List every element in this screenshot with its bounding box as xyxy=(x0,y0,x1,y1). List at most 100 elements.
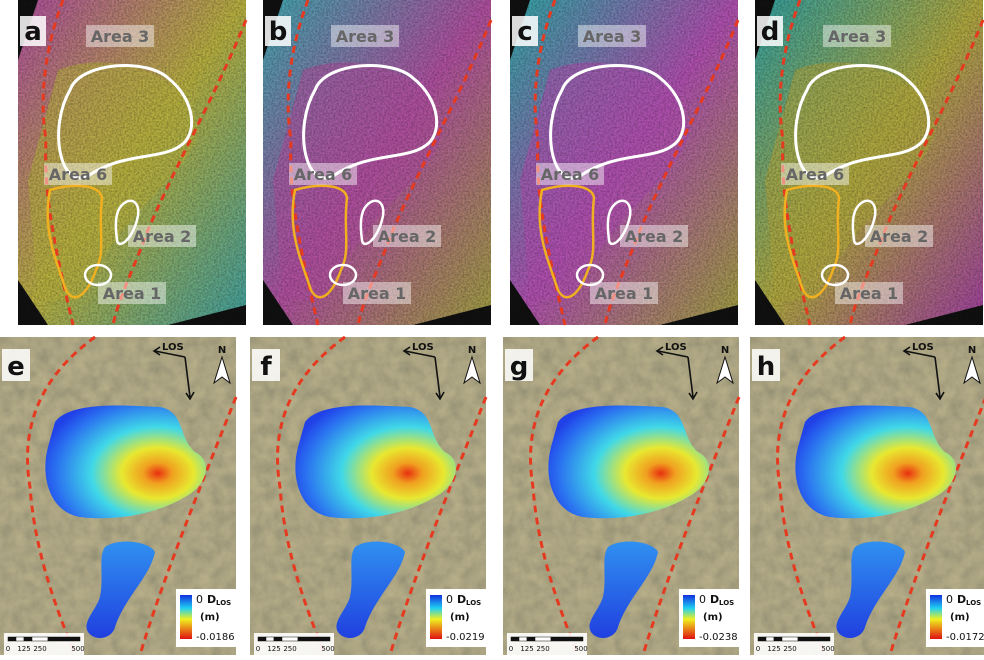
north-label: N xyxy=(968,345,976,356)
legend-max: 0 xyxy=(446,593,453,606)
legend-unit: (m) xyxy=(450,612,470,623)
scale-label: 250 xyxy=(283,645,296,653)
scale-label: 250 xyxy=(783,645,796,653)
scale-bar-segment xyxy=(519,637,527,641)
area-label: Area 3 xyxy=(828,27,887,46)
scale-bar-segment xyxy=(282,637,298,641)
figure: a Area 3 Area 6 Area 2 Area 1 b Area 3 Area 6 Ar… xyxy=(0,0,984,655)
deformation-panel: gLOSN0DLOS(m)-0.02380125250500 xyxy=(503,337,741,655)
scale-bar-segment xyxy=(16,637,24,641)
area-label: Area 1 xyxy=(348,284,407,303)
legend-max: 0 xyxy=(946,593,953,606)
color-bar xyxy=(430,595,442,639)
panel-label: e xyxy=(7,352,25,382)
panel-label: d xyxy=(761,17,780,47)
scale-label: 0 xyxy=(756,645,760,653)
scale-label: 125 xyxy=(17,645,30,653)
scale-bar-segment xyxy=(274,637,282,641)
panel-label: a xyxy=(24,17,42,47)
scale-bar-segment xyxy=(535,637,551,641)
scale-bar-segment xyxy=(8,637,16,641)
color-bar xyxy=(683,595,695,639)
legend-max: 0 xyxy=(699,593,706,606)
speckle xyxy=(18,0,246,325)
scale-label: 0 xyxy=(256,645,260,653)
area-label: Area 6 xyxy=(49,165,108,184)
scale-label: 500 xyxy=(71,645,84,653)
area-label: Area 3 xyxy=(583,27,642,46)
area-label: Area 3 xyxy=(336,27,395,46)
legend-title: D xyxy=(957,593,966,606)
north-label: N xyxy=(468,345,476,356)
scale-bar-segment xyxy=(32,637,48,641)
scale-label: 0 xyxy=(509,645,513,653)
color-bar xyxy=(180,595,192,639)
panel-label: c xyxy=(517,17,532,47)
area-label: Area 6 xyxy=(294,165,353,184)
los-label: LOS xyxy=(912,342,934,353)
interferogram-panel: d Area 3 Area 6 Area 2 Area 1 xyxy=(755,0,983,325)
legend-unit: (m) xyxy=(703,612,723,623)
area-label: Area 1 xyxy=(840,284,899,303)
scale-bar-segment xyxy=(758,637,766,641)
legend-title-sub: LOS xyxy=(466,599,481,607)
legend-min: -0.0238 xyxy=(699,632,738,643)
scale-label: 125 xyxy=(520,645,533,653)
interferogram-panel: b Area 3 Area 6 Area 2 Area 1 xyxy=(263,0,491,325)
scale-label: 500 xyxy=(321,645,334,653)
legend-min: -0.0219 xyxy=(446,632,485,643)
legend-title: D xyxy=(710,593,719,606)
speckle xyxy=(755,0,983,325)
scale-bar-segment xyxy=(782,637,798,641)
speckle xyxy=(263,0,491,325)
area-label: Area 6 xyxy=(541,165,600,184)
scale-bar-segment xyxy=(258,637,266,641)
scale-bar-segment xyxy=(298,637,330,641)
deformation-panel: eLOSN0DLOS(m)-0.01860125250500 xyxy=(0,337,238,655)
page: {"panels_top":[ {"label":"a","areas":["A… xyxy=(0,0,984,655)
panel-label: h xyxy=(757,352,776,382)
interferogram-panel: c Area 3 Area 6 Area 2 Area 1 xyxy=(510,0,738,325)
legend-title: D xyxy=(207,593,216,606)
area-label: Area 2 xyxy=(870,227,929,246)
scale-bar-segment xyxy=(774,637,782,641)
los-label: LOS xyxy=(412,342,434,353)
speckle xyxy=(510,0,738,325)
area-label: Area 6 xyxy=(786,165,845,184)
scale-label: 500 xyxy=(821,645,834,653)
scale-bar-segment xyxy=(511,637,519,641)
scale-label: 500 xyxy=(574,645,587,653)
legend-min: -0.0186 xyxy=(196,632,235,643)
area-label: Area 1 xyxy=(595,284,654,303)
deformation-panel: fLOSN0DLOS(m)-0.02190125250500 xyxy=(250,337,488,655)
scale-bar-segment xyxy=(766,637,774,641)
legend-title-sub: LOS xyxy=(719,599,734,607)
legend-unit: (m) xyxy=(950,612,970,623)
legend-title-sub: LOS xyxy=(966,599,981,607)
north-label: N xyxy=(721,345,729,356)
scale-bar-segment xyxy=(527,637,535,641)
scale-bar-segment xyxy=(24,637,32,641)
area-label: Area 1 xyxy=(103,284,162,303)
scale-bar-segment xyxy=(266,637,274,641)
panel-label: b xyxy=(269,17,288,47)
legend-title-sub: LOS xyxy=(216,599,231,607)
area-label: Area 2 xyxy=(133,227,192,246)
area-label: Area 2 xyxy=(378,227,437,246)
north-label: N xyxy=(218,345,226,356)
legend-unit: (m) xyxy=(200,612,220,623)
legend-min: -0.0172 xyxy=(946,632,984,643)
legend-max: 0 xyxy=(196,593,203,606)
scale-bar-segment xyxy=(551,637,583,641)
legend-title: D xyxy=(457,593,466,606)
los-label: LOS xyxy=(162,342,184,353)
scale-label: 250 xyxy=(536,645,549,653)
scale-label: 0 xyxy=(6,645,10,653)
scale-bar-segment xyxy=(798,637,830,641)
scale-label: 250 xyxy=(33,645,46,653)
area-label: Area 2 xyxy=(625,227,684,246)
color-bar xyxy=(930,595,942,639)
scale-label: 125 xyxy=(267,645,280,653)
